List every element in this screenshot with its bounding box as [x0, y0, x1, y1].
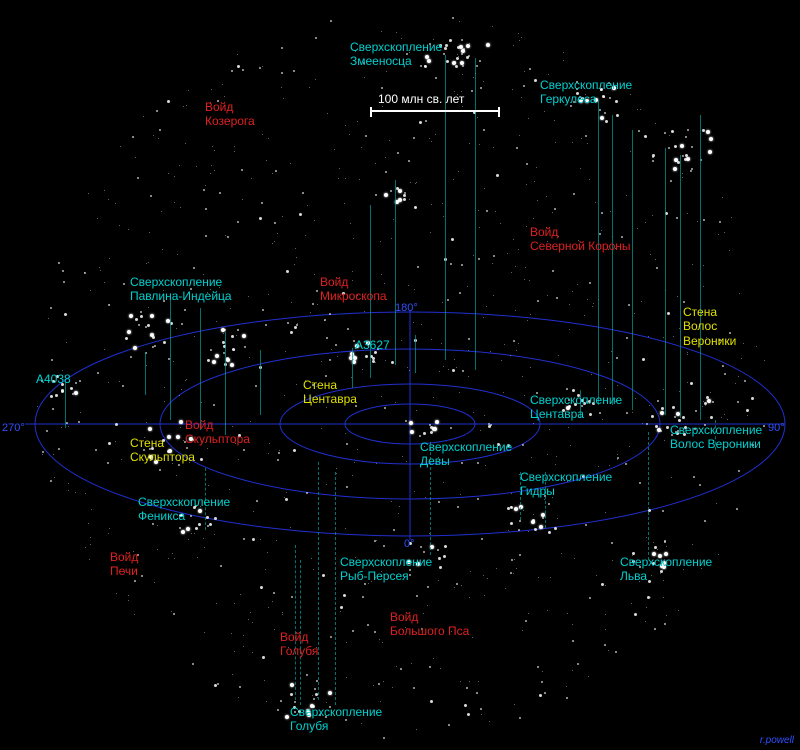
axis-label: 0° — [404, 538, 415, 551]
connector-line — [170, 300, 171, 420]
wall-label: Стена Центавра — [303, 378, 357, 407]
void-label: Войд Северной Короны — [530, 225, 631, 254]
scale-bar — [370, 110, 500, 112]
connector-line — [260, 350, 261, 415]
void-label: Войд Печи — [110, 550, 138, 579]
axis-label: 90° — [768, 422, 785, 435]
supercluster-label: Сверхскопление Гидры — [520, 470, 612, 499]
connector-line — [295, 545, 296, 700]
wall-label: Стена Скульптора — [130, 436, 195, 465]
supercluster-label: Сверхскопление Феникса — [138, 495, 230, 524]
supercluster-label: Сверхскопление Волос Вероники — [670, 423, 762, 452]
author-signature: r.powell — [760, 735, 794, 746]
supercluster-label: Сверхскопление Геркулеса — [540, 78, 632, 107]
connector-line — [665, 148, 666, 415]
connector-line — [475, 58, 476, 370]
connector-line — [335, 472, 336, 705]
axis-label: 270° — [2, 422, 25, 435]
wall-label: Стена Волос Вероники — [683, 305, 736, 348]
supercluster-label: Сверхскопление Павлина-Индейца — [130, 275, 232, 304]
connector-line — [318, 462, 319, 700]
void-label: Войд Микроскопа — [320, 275, 387, 304]
supercluster-label: Сверхскопление Центавра — [530, 393, 622, 422]
connector-line — [612, 115, 613, 405]
supercluster-label: A4038 — [36, 372, 71, 386]
supercluster-label: Сверхскопление Льва — [620, 555, 712, 584]
supercluster-label: Сверхскопление Голубя — [290, 705, 382, 734]
connector-line — [648, 432, 649, 560]
supercluster-label: Сверхскопление Рыб-Персея — [340, 555, 432, 584]
scale-bar-label: 100 млн св. лет — [378, 92, 464, 106]
connector-line — [145, 352, 146, 395]
void-label: Войд Козерога — [205, 100, 255, 129]
connector-line — [680, 155, 681, 418]
axis-label: 180° — [395, 302, 418, 315]
supercluster-label: A3627 — [355, 338, 390, 352]
connector-line — [395, 180, 396, 365]
void-label: Войд Голубя — [280, 630, 318, 659]
connector-line — [632, 130, 633, 410]
void-label: Войд Большого Пса — [390, 610, 469, 639]
supercluster-label: Сверхскопление Девы — [420, 440, 512, 469]
connector-line — [415, 335, 416, 373]
supercluster-label: Сверхскопление Змееносца — [350, 40, 442, 69]
connector-line — [65, 382, 66, 428]
connector-line — [700, 115, 701, 420]
connector-line — [200, 308, 201, 430]
